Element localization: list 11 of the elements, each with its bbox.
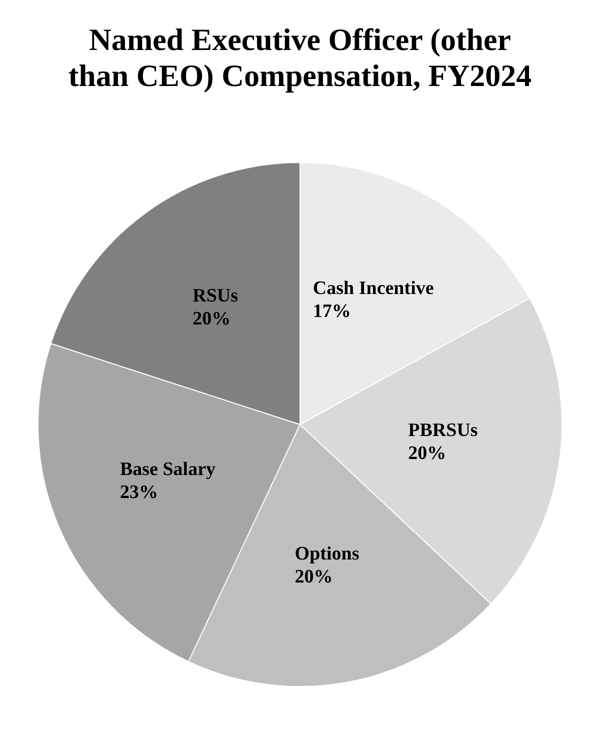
slice-label: PBRSUs	[408, 420, 478, 441]
slice-label: Base Salary	[120, 459, 216, 480]
data-label: 20%	[408, 442, 446, 464]
data-label: 17%	[312, 300, 351, 322]
data-label: 20%	[294, 566, 333, 588]
data-label: 20%	[192, 308, 231, 330]
chart-title: Named Executive Officer (other than CEO) Compensation, FY2024	[67, 22, 533, 95]
data-label: 23%	[120, 482, 158, 504]
slice-label: Options	[294, 543, 360, 564]
slice-label: Cash Incentive	[312, 278, 434, 299]
slice-label: RSUs	[192, 285, 238, 306]
